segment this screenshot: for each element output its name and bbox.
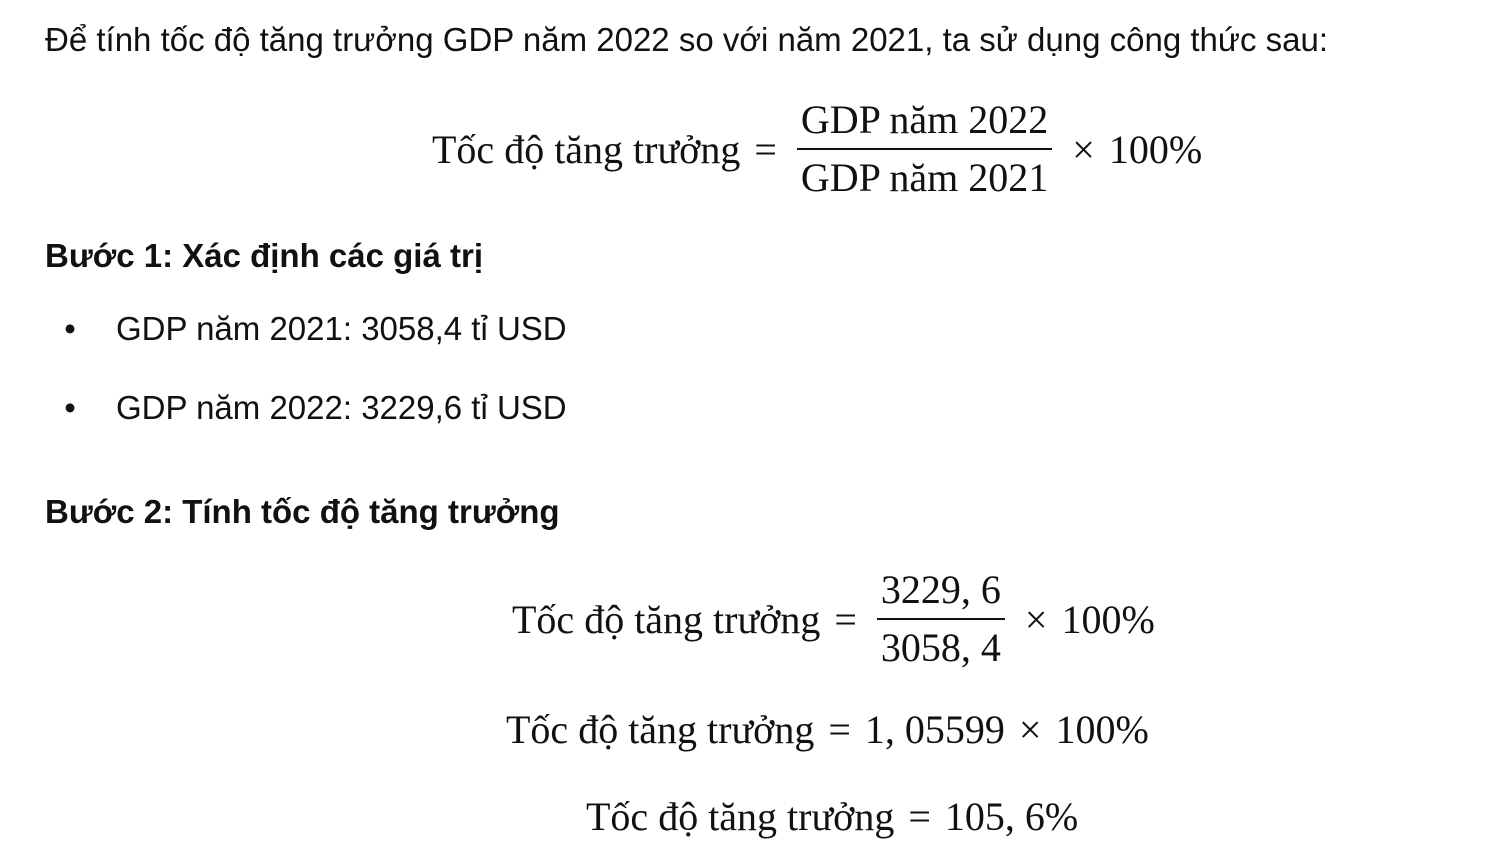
calculation-fraction: 3229, 6 3058, 4 [876,566,1005,672]
list-item-text: GDP năm 2022: 3229,6 tỉ USD [116,389,567,426]
intro-text: Để tính tốc độ tăng trưởng GDP năm 2022 … [45,21,1329,58]
times-sign: × [1018,707,1042,752]
formula-lhs: Tốc độ tăng trưởng [432,126,741,172]
equals-sign: = [754,126,777,172]
fraction-denominator: GDP năm 2021 [800,155,1049,200]
fraction-numerator: GDP năm 2022 [800,97,1049,142]
fraction-denominator: 3058, 4 [880,625,1001,670]
bullet-icon: • [64,310,76,347]
percent-value: 100% [1055,707,1149,752]
formula-fraction: GDP năm 2022 GDP năm 2021 [796,96,1053,202]
fraction-bar [876,618,1005,620]
fraction-bar [796,148,1053,150]
result-equation: Tốc độ tăng trưởng = 105, 6% [586,793,1078,840]
times-sign: × [1072,126,1095,172]
times-sign: × [1024,596,1048,642]
equals-sign: = [908,794,931,839]
equation-lhs: Tốc độ tăng trưởng [512,596,821,642]
ratio-value: 1, 05599 [864,707,1005,752]
step1-title: Bước 1: Xác định các giá trị [45,237,483,274]
equals-sign: = [834,596,857,642]
list-item-text: GDP năm 2021: 3058,4 tỉ USD [116,310,567,347]
percent-value: 100% [1108,126,1203,172]
equals-sign: = [828,707,851,752]
ratio-equation: Tốc độ tăng trưởng = 1, 05599 × 100% [506,706,1149,753]
step2-title: Bước 2: Tính tốc độ tăng trưởng [45,493,560,530]
fraction-numerator: 3229, 6 [880,567,1001,612]
bullet-icon: • [64,389,76,426]
percent-value: 100% [1061,596,1155,642]
equation-lhs: Tốc độ tăng trưởng [586,794,895,839]
equation-lhs: Tốc độ tăng trưởng [506,707,815,752]
growth-formula: Tốc độ tăng trưởng = GDP năm 2022 GDP nă… [432,96,1202,202]
result-value: 105, 6% [944,794,1079,839]
calculation-fraction-equation: Tốc độ tăng trưởng = 3229, 6 3058, 4 × 1… [512,566,1155,672]
